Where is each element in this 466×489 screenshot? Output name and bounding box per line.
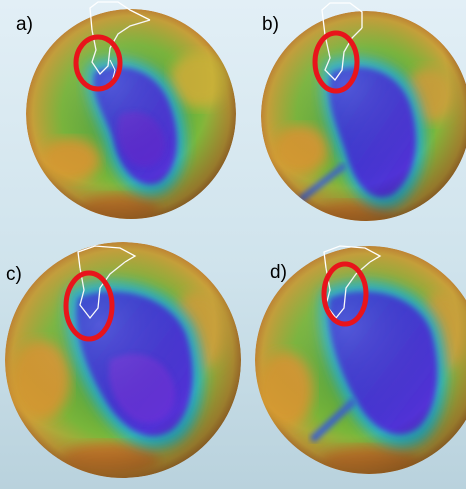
globe-panel-b: b) bbox=[261, 2, 466, 221]
globe-panel-d: d) bbox=[255, 245, 466, 474]
panel-label-d: d) bbox=[270, 262, 287, 283]
red-highlight-circle bbox=[321, 261, 369, 327]
globe-panel-c: c) bbox=[5, 242, 241, 478]
globe-panel-a: a) bbox=[16, 1, 236, 219]
red-highlight-circle bbox=[312, 30, 360, 94]
panel-label-a: a) bbox=[16, 14, 33, 35]
red-highlight-circle bbox=[63, 270, 115, 342]
panel-label-c: c) bbox=[6, 264, 22, 285]
red-highlight-circle bbox=[73, 34, 123, 92]
panel-label-b: b) bbox=[262, 14, 279, 35]
